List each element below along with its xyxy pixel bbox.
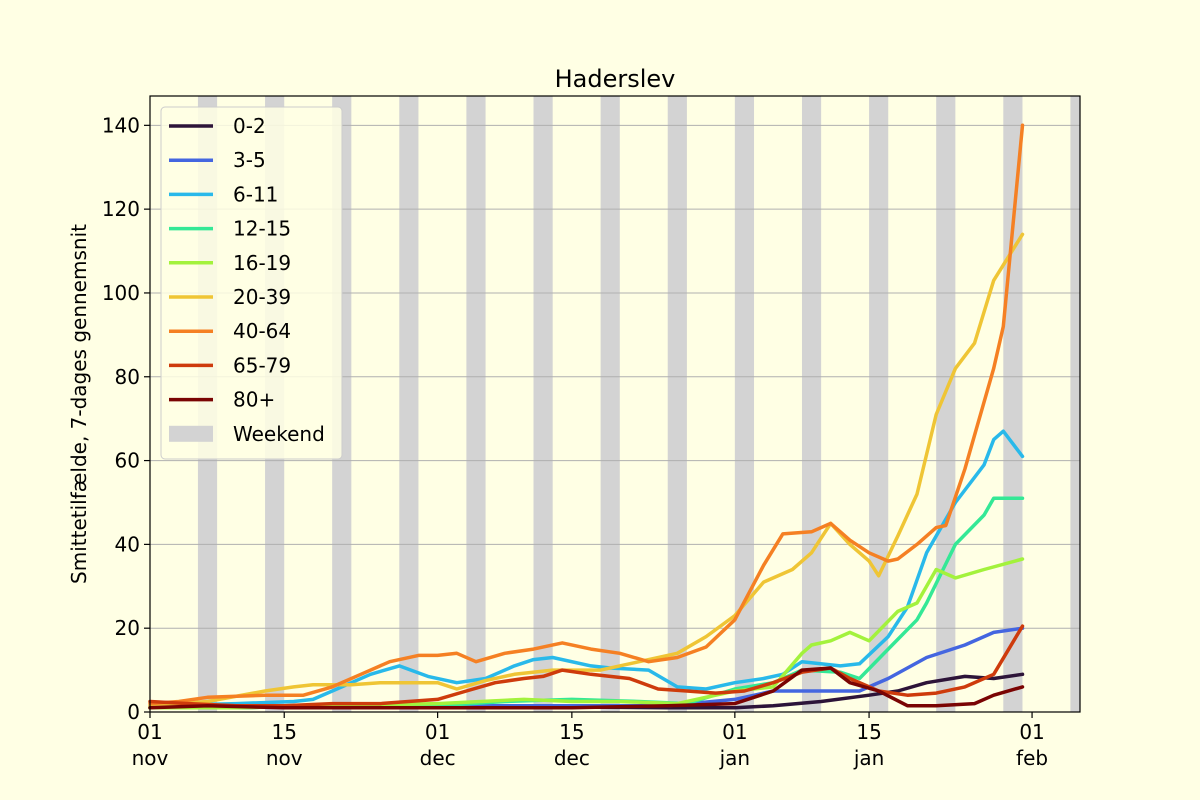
x-tick-month: dec bbox=[554, 746, 590, 770]
y-tick-label: 80 bbox=[115, 365, 140, 389]
x-tick-day: 01 bbox=[137, 720, 162, 744]
legend-label: 16-19 bbox=[233, 251, 291, 275]
weekend-band bbox=[399, 96, 419, 712]
y-axis-label: Smittetilfælde, 7-dages gennemsnit bbox=[67, 224, 91, 584]
series-line-40-64 bbox=[148, 123, 1025, 706]
weekend-band bbox=[667, 96, 687, 712]
weekend-band bbox=[600, 96, 620, 712]
legend: 0-2 3-5 6-11 12-15 16-19 20-39 40-64 65-79 80+ We… bbox=[160, 106, 343, 460]
x-tick-month: feb bbox=[1016, 746, 1048, 770]
x-tick-month: nov bbox=[266, 746, 303, 770]
series-lines bbox=[148, 123, 1025, 710]
x-tick-day: 15 bbox=[856, 720, 881, 744]
plot-frame bbox=[149, 95, 1081, 713]
y-tick-label: 20 bbox=[115, 616, 140, 640]
y-tick-label: 0 bbox=[127, 700, 140, 724]
x-tick-month: jan bbox=[853, 746, 885, 770]
x-tick-day: 01 bbox=[425, 720, 450, 744]
series-line-80+ bbox=[148, 666, 1025, 710]
series-line-16-19 bbox=[148, 557, 1025, 710]
legend-label: 20-39 bbox=[233, 285, 291, 309]
legend-swatch-weekend bbox=[169, 425, 213, 442]
weekend-band bbox=[734, 96, 755, 712]
weekend-band bbox=[1003, 96, 1023, 712]
x-tick-day: 01 bbox=[722, 720, 747, 744]
weekend-band bbox=[801, 96, 822, 712]
weekend-band bbox=[466, 96, 486, 712]
legend-label: 0-2 bbox=[233, 114, 266, 138]
legend-label: 3-5 bbox=[233, 148, 266, 172]
x-tick-month: dec bbox=[420, 746, 456, 770]
legend-label: 40-64 bbox=[233, 319, 291, 343]
y-tick-label: 40 bbox=[115, 532, 140, 556]
legend-label: 80+ bbox=[233, 388, 275, 412]
series-line-65-79 bbox=[148, 624, 1025, 708]
legend-label-weekend: Weekend bbox=[233, 422, 325, 446]
weekend-band bbox=[1070, 96, 1080, 712]
y-tick-label: 140 bbox=[102, 113, 140, 137]
x-tick-day: 01 bbox=[1019, 720, 1044, 744]
x-tick-day: 15 bbox=[272, 720, 297, 744]
weekend-band bbox=[533, 96, 553, 712]
y-tick-label: 60 bbox=[115, 449, 140, 473]
legend-label: 6-11 bbox=[233, 182, 278, 206]
y-axis: 0 20 40 60 80 100 120 140 bbox=[102, 113, 150, 724]
x-tick-month: jan bbox=[719, 746, 751, 770]
series-line-6-11 bbox=[148, 429, 1025, 708]
weekend-band bbox=[869, 96, 889, 712]
x-tick-month: nov bbox=[132, 746, 169, 770]
series-line-20-39 bbox=[148, 232, 1025, 708]
y-tick-label: 100 bbox=[102, 281, 140, 305]
x-tick-day: 15 bbox=[559, 720, 584, 744]
legend-label: 12-15 bbox=[233, 217, 291, 241]
legend-label: 65-79 bbox=[233, 353, 291, 377]
y-tick-label: 120 bbox=[102, 197, 140, 221]
chart-title: Haderslev bbox=[555, 65, 676, 93]
